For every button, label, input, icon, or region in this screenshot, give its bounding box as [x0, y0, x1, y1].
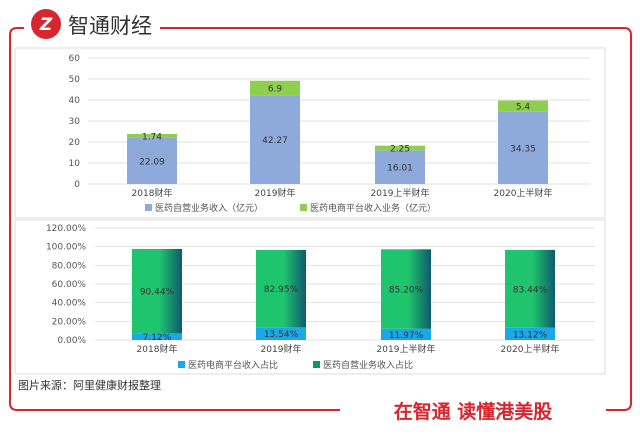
data-label: 42.27 — [262, 136, 288, 146]
bar-bottom-segment — [250, 95, 300, 184]
bar-top-segment — [381, 249, 431, 329]
y-tick-label: 80.00% — [52, 261, 87, 271]
frame-border — [9, 27, 632, 411]
slogan: 在智通 读懂港美股 — [394, 400, 553, 423]
x-category-label: 2019财年 — [261, 343, 302, 355]
source-note: 图片来源：阿里健康财报整理 — [18, 378, 161, 392]
bar-top-segment — [250, 80, 300, 96]
bar-bottom-segment — [375, 150, 425, 184]
bar-bottom-segment — [381, 328, 431, 340]
x-category-label: 2019财年 — [255, 187, 296, 199]
y-tick-label: 10 — [69, 159, 81, 169]
brand-logo: Z — [31, 9, 61, 39]
data-label: 5.4 — [516, 103, 531, 113]
data-label: 6.9 — [268, 84, 283, 94]
data-label: 2.25 — [390, 145, 410, 155]
data-label: 22.09 — [139, 157, 165, 167]
legend-label: 医药自营业务收入占比 — [323, 359, 413, 371]
y-tick-label: 0.00% — [57, 336, 86, 346]
x-category-label: 2019上半财年 — [377, 343, 436, 355]
legend-swatch — [313, 361, 320, 368]
bar-top-segment — [127, 133, 177, 138]
bar-top-segment — [375, 145, 425, 151]
data-label: 90.44% — [140, 288, 175, 298]
legend-swatch — [145, 204, 152, 211]
y-tick-label: 120.00% — [46, 224, 86, 234]
data-label: 83.44% — [513, 285, 548, 295]
x-category-label: 2020上半财年 — [494, 187, 553, 199]
y-tick-label: 20 — [69, 138, 81, 148]
brand-name: 智通财经 — [68, 14, 152, 38]
data-label: 11.97% — [389, 331, 424, 341]
data-label: 82.95% — [264, 285, 299, 295]
x-category-label: 2018财年 — [132, 187, 173, 199]
y-tick-label: 40.00% — [52, 299, 87, 309]
bar-top-segment — [505, 249, 555, 328]
y-tick-label: 60 — [69, 54, 81, 64]
data-label: 16.01 — [387, 164, 413, 174]
y-tick-label: 30 — [69, 117, 81, 127]
legend-swatch — [300, 204, 307, 211]
data-label: 34.35 — [510, 144, 536, 154]
y-tick-label: 60.00% — [52, 280, 87, 290]
bar-top-segment — [132, 248, 182, 334]
legend-swatch — [178, 361, 185, 368]
bar-bottom-segment — [505, 327, 555, 340]
data-label: 13.54% — [264, 330, 299, 340]
bar-top-segment — [256, 249, 306, 328]
bar-top-segment — [498, 100, 548, 112]
data-label: 1.74 — [142, 132, 162, 142]
data-label: 13.12% — [513, 330, 548, 340]
legend-label: 医药电商平台收入占比 — [188, 359, 278, 371]
legend-label: 医药电商平台收入业务（亿元） — [310, 202, 436, 214]
y-tick-label: 100.00% — [46, 243, 86, 253]
logo-letter: Z — [39, 15, 53, 35]
y-tick-label: 0 — [74, 180, 80, 190]
data-label: 7.12% — [143, 333, 172, 343]
y-tick-label: 50 — [69, 75, 81, 85]
y-tick-label: 20.00% — [52, 317, 87, 327]
bar-bottom-segment — [498, 111, 548, 184]
y-tick-label: 40 — [69, 96, 81, 106]
bar-bottom-segment — [127, 137, 177, 184]
legend-label: 医药自营业务收入（亿元） — [155, 202, 263, 214]
x-category-label: 2019上半财年 — [371, 187, 430, 199]
data-label: 85.20% — [389, 286, 424, 296]
x-category-label: 2018财年 — [137, 343, 178, 355]
bar-bottom-segment — [256, 327, 306, 340]
x-category-label: 2020上半财年 — [501, 343, 560, 355]
revenue-chart: 0 10 20 30 40 50 60 22.09 1.74 2018财年 42.27 6.9 2019… — [69, 54, 590, 214]
share-chart: 0.00% 20.00% 40.00% 60.00% 80.00% 100.00% 120.… — [46, 224, 595, 371]
bar-bottom-segment — [132, 333, 182, 340]
